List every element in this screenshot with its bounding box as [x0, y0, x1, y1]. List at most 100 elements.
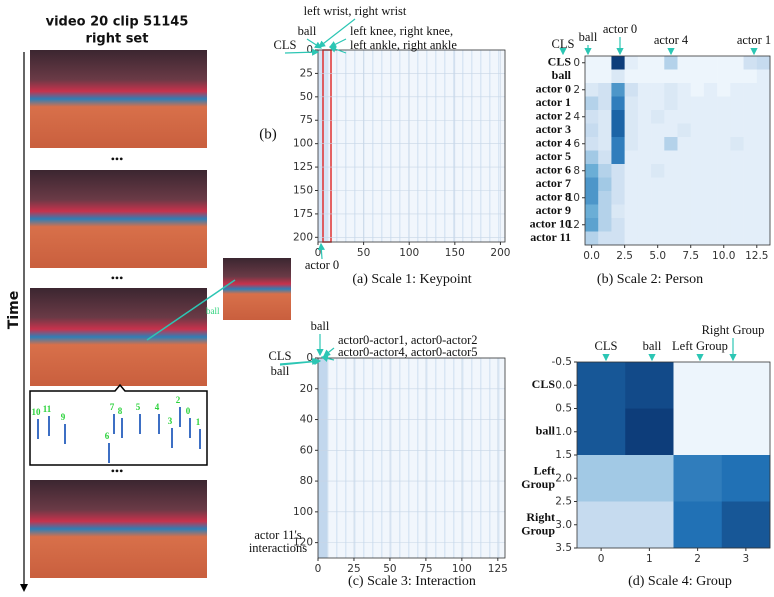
- annotation: CLS: [552, 37, 575, 51]
- heatmap-cell: [585, 110, 599, 124]
- heatmap-cell: [651, 123, 665, 138]
- heatmap-cell: [690, 204, 705, 219]
- heatmap-cell: [730, 69, 744, 84]
- heatmap-cell: [585, 83, 599, 97]
- heatmap-cell: [637, 137, 652, 151]
- heatmap-cell: [717, 231, 731, 246]
- x-tick-label: 5.0: [649, 250, 666, 262]
- heatmap-cell: [690, 69, 705, 84]
- heatmap-cell: [717, 110, 731, 124]
- heatmap-texture: [318, 358, 505, 558]
- x-tick-label: 0: [315, 247, 322, 259]
- heatmap-cell: [585, 191, 599, 205]
- heatmap-cell: [585, 56, 599, 70]
- x-tick-label: 12.5: [745, 250, 768, 262]
- y-tick-label: 40: [300, 414, 313, 426]
- heatmap-cell: [756, 204, 771, 219]
- heatmap-cell: [703, 123, 718, 138]
- heatmap-cell: [664, 83, 678, 97]
- heatmap-cell: [637, 191, 652, 205]
- heatmap-cell: [651, 218, 665, 232]
- heatmap-cell: [717, 96, 731, 111]
- heatmap-cell: [730, 191, 744, 205]
- heatmap-cell: [651, 204, 665, 219]
- annotation-arrow: [328, 45, 347, 54]
- heatmap-cell: [611, 231, 625, 246]
- heatmap-cell: [677, 123, 692, 138]
- annotation: Right Group: [702, 323, 765, 337]
- heatmap-cell: [690, 123, 705, 138]
- row-label: actor 5: [536, 149, 571, 163]
- y-tick-label: 120: [293, 537, 313, 549]
- x-tick-label: 25: [347, 563, 360, 575]
- heatmap-cell: [703, 150, 718, 165]
- heatmap-cell: [598, 164, 612, 178]
- caption: (a) Scale 1: Keypoint: [352, 272, 471, 287]
- heatmap-cell: [756, 83, 771, 97]
- heatmap-cell: [690, 150, 705, 165]
- heatmap-cell: [585, 96, 599, 111]
- heatmap-cell: [664, 123, 678, 138]
- y-tick-label: 2.0: [555, 472, 572, 484]
- heatmap-cell: [664, 69, 678, 84]
- heatmap-cell: [651, 83, 665, 97]
- player-id: 4: [155, 402, 160, 412]
- heatmap-cell: [637, 83, 652, 97]
- y-tick-label: 10: [567, 192, 580, 204]
- heatmap-cell: [611, 177, 625, 192]
- row-label: CLS: [548, 55, 572, 69]
- player-id: 1: [196, 417, 201, 427]
- x-tick-label: 75: [419, 563, 432, 575]
- heatmap-cell: [611, 83, 625, 97]
- heatmap-cell: [637, 123, 652, 138]
- panel-label: (b): [259, 126, 277, 142]
- heatmap-cell: [624, 137, 639, 151]
- heatmap-cell: [717, 150, 731, 165]
- heatmap-cell: [651, 177, 665, 192]
- heatmap-cell: [598, 191, 612, 205]
- heatmap-cell: [677, 83, 692, 97]
- time-label: Time: [6, 291, 22, 329]
- annotation: left ankle, right ankle: [350, 38, 457, 52]
- heatmap-cell: [651, 69, 665, 84]
- heatmap-cell: [730, 56, 744, 70]
- heatmap-cell: [677, 231, 692, 246]
- heatmap-cell: [625, 501, 674, 549]
- x-tick-label: 50: [357, 247, 370, 259]
- x-tick-label: 0: [598, 553, 605, 565]
- heatmap-cell: [651, 150, 665, 165]
- y-tick-label: 0: [573, 57, 580, 69]
- heatmap-cell: [717, 164, 731, 178]
- annotation: CLS: [269, 349, 292, 363]
- heatmap-cell: [756, 150, 771, 165]
- row-label: actor 2: [536, 109, 571, 123]
- heatmap-cell: [598, 137, 612, 151]
- heatmap-cell: [598, 83, 612, 97]
- heatmap-cell: [703, 164, 718, 178]
- heatmap-cell: [673, 408, 723, 456]
- row-label: Left Group: [521, 463, 555, 490]
- heatmap-cell: [624, 218, 639, 232]
- heatmap-cell: [690, 83, 705, 97]
- skeletons: 10 11 9 7 8 6 5 43 201: [32, 395, 201, 463]
- y-tick-label: 125: [293, 161, 313, 173]
- heatmap-cell: [585, 164, 599, 178]
- heatmap-cell: [717, 56, 731, 70]
- heatmap-cell: [664, 110, 678, 124]
- heatmap-cell: [703, 56, 718, 70]
- heatmap-cell: [673, 362, 723, 409]
- heatmap-cell: [756, 56, 771, 70]
- row-label: Right Group: [521, 510, 555, 537]
- x-tick-label: 100: [452, 563, 472, 575]
- heatmap-cell: [730, 177, 744, 192]
- heatmap-cell: [577, 501, 626, 549]
- heatmap-cell: [611, 191, 625, 205]
- heatmap-cell: [637, 204, 652, 219]
- heatmap-cell: [721, 408, 771, 456]
- heatmap-cell: [703, 110, 718, 124]
- row-label: actor 3: [536, 122, 571, 136]
- y-tick-label: 0.0: [555, 379, 572, 391]
- heatmap-cell: [703, 204, 718, 219]
- heatmap-cell: [690, 231, 705, 246]
